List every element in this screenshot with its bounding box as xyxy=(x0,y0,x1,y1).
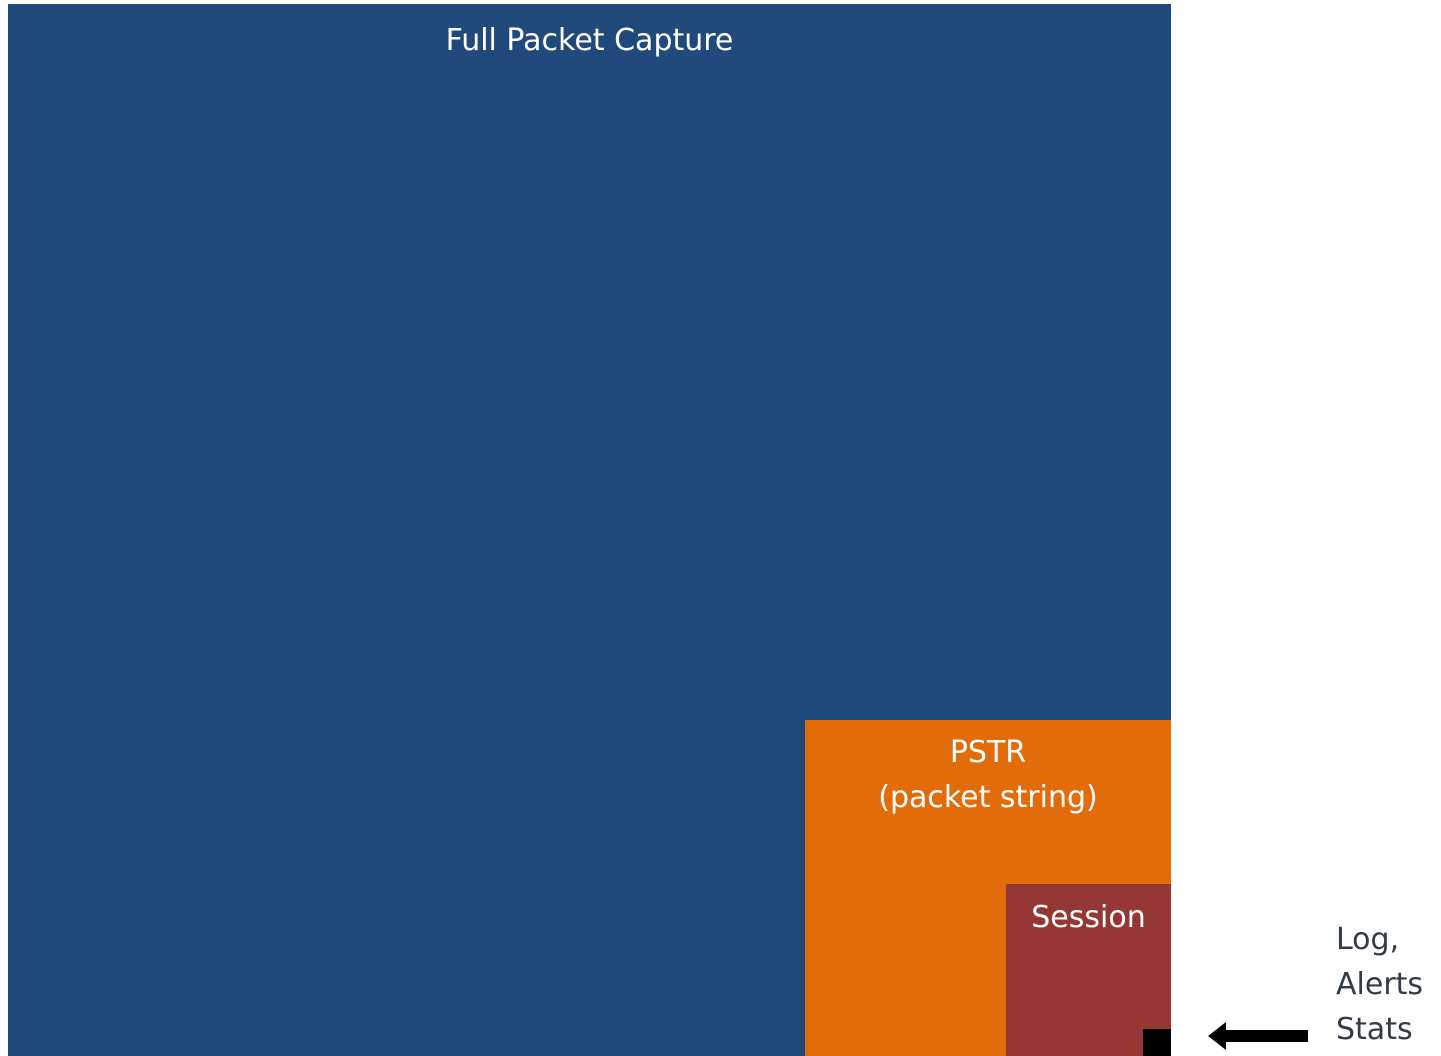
pstr-label-line2: (packet string) xyxy=(878,780,1098,815)
log-label-line2: Alerts xyxy=(1336,967,1424,1002)
full-packet-capture-box: Full Packet Capture xyxy=(8,4,1171,1056)
log-alerts-stats-label: Log, Alerts Stats xyxy=(1336,917,1436,1052)
session-label: Session xyxy=(1031,900,1146,935)
session-box: Session xyxy=(1006,884,1171,1056)
pstr-label: PSTR (packet string) xyxy=(805,730,1171,820)
arrow-left-icon xyxy=(1208,1022,1308,1050)
log-alerts-stats-box xyxy=(1143,1029,1171,1056)
log-label-line3: Stats xyxy=(1336,1012,1413,1047)
pstr-label-line1: PSTR xyxy=(949,735,1027,770)
full-packet-capture-label: Full Packet Capture xyxy=(445,23,734,58)
log-label-line1: Log, xyxy=(1336,922,1400,957)
